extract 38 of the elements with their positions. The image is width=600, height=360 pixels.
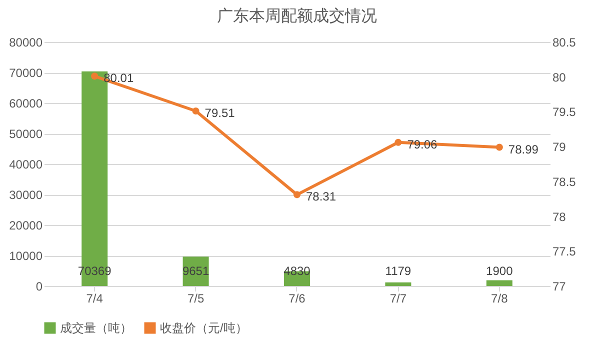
y2-tick-label: 77 (552, 280, 566, 294)
data-label: 78.99 (508, 142, 539, 156)
y-tick-label: 80000 (9, 36, 43, 50)
x-tick-label: 7/7 (390, 292, 407, 306)
x-tick-label: 7/8 (491, 292, 508, 306)
legend-label: 成交量（吨） (60, 321, 132, 335)
y2-tick-label: 80.5 (552, 36, 576, 50)
legend-label: 收盘价（元/吨） (160, 321, 248, 335)
y2-tick-label: 78.5 (552, 174, 576, 189)
y2-tick-label: 79.5 (552, 105, 576, 120)
y2-tick-label: 79 (552, 140, 566, 154)
data-label: 1179 (385, 264, 412, 278)
y2-tick-label: 78 (552, 210, 566, 224)
y-tick-label: 40000 (9, 158, 43, 172)
x-tick-label: 7/6 (288, 292, 306, 306)
data-label: 4830 (284, 264, 311, 278)
y2-tick-label: 80 (552, 70, 566, 84)
point (293, 191, 301, 198)
x-tick-label: 7/4 (86, 292, 104, 306)
x-tick-label: 7/5 (187, 292, 204, 306)
data-label: 78.31 (306, 190, 336, 204)
y-tick-label: 30000 (9, 188, 43, 202)
point (91, 72, 98, 80)
y-tick-label: 50000 (9, 127, 43, 141)
y-tick-label: 0 (36, 280, 43, 294)
y-tick-label: 20000 (9, 218, 43, 232)
y-tick-label: 60000 (9, 96, 43, 110)
chart-title: 广东本周配额成交情况 (217, 7, 377, 25)
point (496, 144, 503, 151)
bar (486, 280, 512, 286)
bar (385, 282, 412, 286)
data-label: 79.51 (204, 106, 236, 120)
point (394, 138, 402, 146)
y-tick-label: 70000 (9, 66, 43, 80)
y-tick-label: 10000 (9, 249, 43, 263)
data-label: 1900 (486, 264, 514, 278)
point (192, 107, 200, 115)
y2-tick-label: 77.5 (552, 244, 576, 259)
